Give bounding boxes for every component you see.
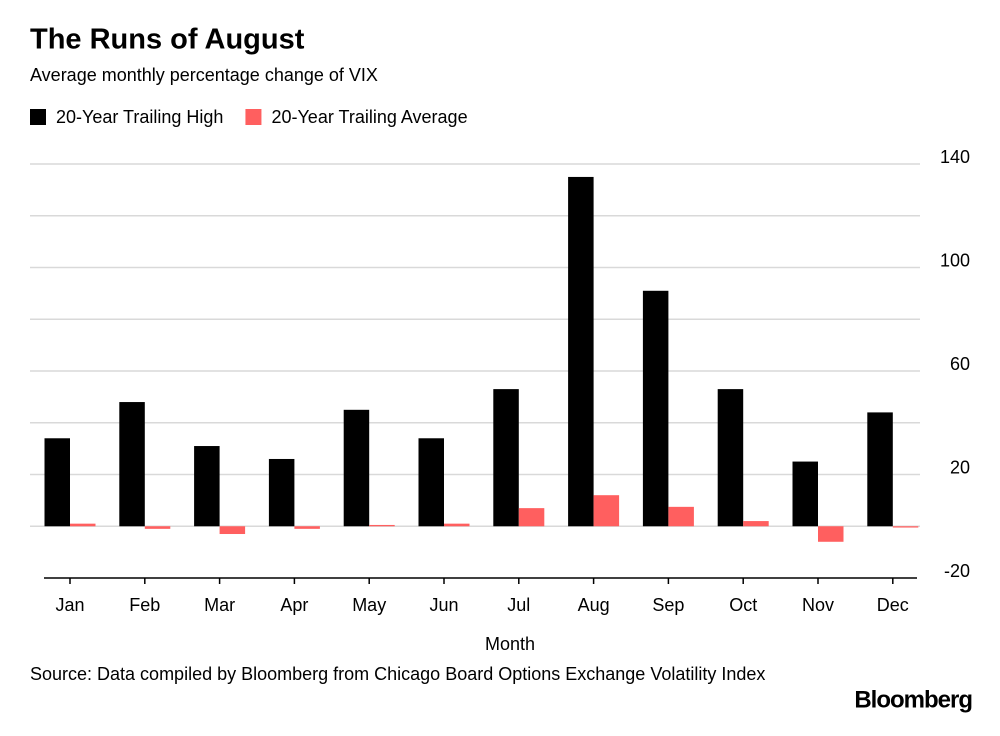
y-tick-label: 100 [940,250,970,270]
bar [219,526,246,535]
bar [892,526,919,528]
x-tick-label: Jan [55,595,84,615]
x-tick-label: Feb [129,595,160,615]
x-tick-label: Jul [507,595,530,615]
x-tick-label: Dec [877,595,909,615]
bar [268,458,295,527]
y-tick-label: -20 [944,561,970,581]
bar [668,506,694,527]
legend-swatch [245,109,262,125]
bar [493,389,519,527]
bar [144,526,171,529]
bar [867,412,893,527]
source-note: Source: Data compiled by Bloomberg from … [30,664,765,684]
x-tick-label: Mar [204,595,235,615]
legend-label: 20-Year Trailing High [56,107,223,127]
x-tick-label: Aug [578,595,610,615]
bar [444,523,470,527]
bar [119,402,145,527]
bar [70,523,96,527]
bar [44,438,70,527]
chart-title: The Runs of August [30,24,305,56]
x-axis-label: Month [485,634,535,654]
x-tick-label: Nov [802,595,834,615]
bar [343,409,370,527]
bar [743,521,769,527]
x-tick-label: Apr [280,595,308,615]
bar [642,290,669,527]
y-tick-label: 20 [950,457,970,477]
bar [518,508,545,527]
bar [369,524,395,527]
legend-swatch [30,109,46,125]
chart-subtitle: Average monthly percentage change of VIX [30,65,378,85]
bar [568,176,594,527]
brand-logo: Bloomberg [854,686,972,713]
bar [194,446,220,527]
y-tick-label: 140 [940,147,970,167]
bar [717,389,744,527]
bar [418,438,444,527]
legend-label: 20-Year Trailing Average [271,107,467,127]
x-tick-label: Sep [652,595,684,615]
x-tick-label: Oct [729,595,757,615]
bar [792,461,818,527]
bar [294,526,320,529]
x-tick-label: May [352,595,386,615]
bar [818,526,844,542]
bar [593,495,620,527]
y-tick-label: 60 [950,354,970,374]
x-tick-label: Jun [429,595,458,615]
